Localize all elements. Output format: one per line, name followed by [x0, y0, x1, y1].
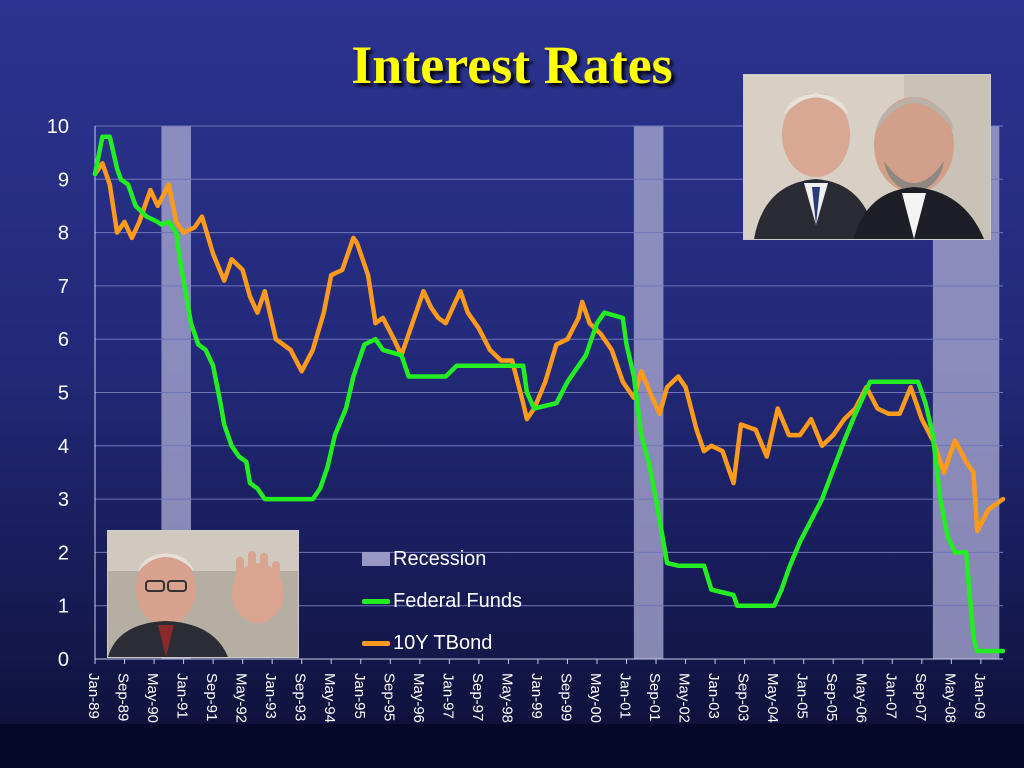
- x-tick-label: May-90: [144, 673, 161, 723]
- y-tick-label: 3: [58, 489, 69, 511]
- y-tick-labels: 0 1 2 3 4 5 6 7 8 9 10: [47, 116, 69, 671]
- x-tick-label: Jan-99: [528, 673, 545, 719]
- slide-title: Interest Rates: [351, 35, 673, 95]
- x-tick-label: Sep-99: [557, 673, 574, 721]
- x-tick-label: Sep-01: [646, 673, 663, 721]
- legend-item-federal-funds: Federal Funds: [362, 580, 552, 622]
- x-tick-label: Jan-03: [705, 673, 722, 719]
- x-tick-label: Jan-05: [794, 673, 811, 719]
- y-tick-label: 10: [47, 116, 69, 138]
- x-tick-label: May-98: [498, 673, 515, 723]
- legend-swatch-10y-tbond: [362, 640, 390, 646]
- y-tick-label: 5: [58, 383, 69, 405]
- x-tick-labels: Jan-89 Sep-89 May-90 Jan-91 Sep-91 May-92 Jan-…: [85, 659, 988, 723]
- legend-swatch-recession: [362, 552, 390, 566]
- bottom-band: [0, 724, 1024, 768]
- x-tick-label: Jan-95: [351, 673, 368, 719]
- y-tick-label: 0: [58, 649, 69, 671]
- chart-legend: Recession Federal Funds 10Y TBond: [362, 538, 552, 664]
- x-tick-label: May-06: [853, 673, 870, 723]
- x-tick-label: May-04: [764, 673, 781, 723]
- x-tick-label: Sep-91: [203, 673, 220, 721]
- x-tick-label: May-94: [321, 673, 338, 723]
- x-tick-label: Jan-97: [439, 673, 456, 719]
- x-tick-label: May-92: [233, 673, 250, 723]
- y-tick-label: 8: [58, 223, 69, 245]
- legend-swatch-federal-funds: [362, 598, 390, 604]
- y-tick-label: 4: [58, 436, 69, 458]
- x-tick-label: Sep-95: [380, 673, 397, 721]
- x-tick-label: Sep-05: [823, 673, 840, 721]
- x-tick-label: Sep-93: [292, 673, 309, 721]
- x-tick-label: Sep-03: [735, 673, 752, 721]
- legend-label-10y-tbond: 10Y TBond: [393, 631, 493, 654]
- axes: [94, 126, 1003, 660]
- series-line-federal-funds: [92, 134, 1006, 654]
- legend-item-recession: Recession: [362, 538, 552, 580]
- series-line-10y-tbond: [92, 161, 1006, 534]
- y-tick-label: 9: [58, 169, 69, 191]
- x-tick-label: May-00: [587, 673, 604, 723]
- legend-label-federal-funds: Federal Funds: [393, 589, 522, 612]
- x-tick-label: Jan-91: [174, 673, 191, 719]
- x-tick-label: Sep-89: [115, 673, 132, 721]
- x-tick-label: Sep-07: [912, 673, 929, 721]
- x-tick-label: Jan-01: [617, 673, 634, 719]
- portrait-photo-speaker: [107, 530, 299, 658]
- legend-label-recession: Recession: [393, 547, 487, 570]
- x-tick-label: Jan-89: [85, 673, 102, 719]
- series-lines: [92, 134, 1006, 654]
- x-tick-label: Jan-93: [262, 673, 279, 719]
- x-tick-label: May-02: [676, 673, 693, 723]
- y-tick-label: 7: [58, 276, 69, 298]
- y-tick-label: 2: [58, 542, 69, 564]
- y-tick-label: 1: [58, 596, 69, 618]
- legend-item-10y-tbond: 10Y TBond: [362, 622, 552, 664]
- x-tick-label: May-96: [410, 673, 427, 723]
- x-tick-label: Jan-09: [971, 673, 988, 719]
- x-tick-label: Sep-97: [469, 673, 486, 721]
- x-tick-label: May-08: [941, 673, 958, 723]
- portrait-photo-two-men: [743, 74, 991, 240]
- y-tick-label: 6: [58, 329, 69, 351]
- x-tick-label: Jan-07: [882, 673, 899, 719]
